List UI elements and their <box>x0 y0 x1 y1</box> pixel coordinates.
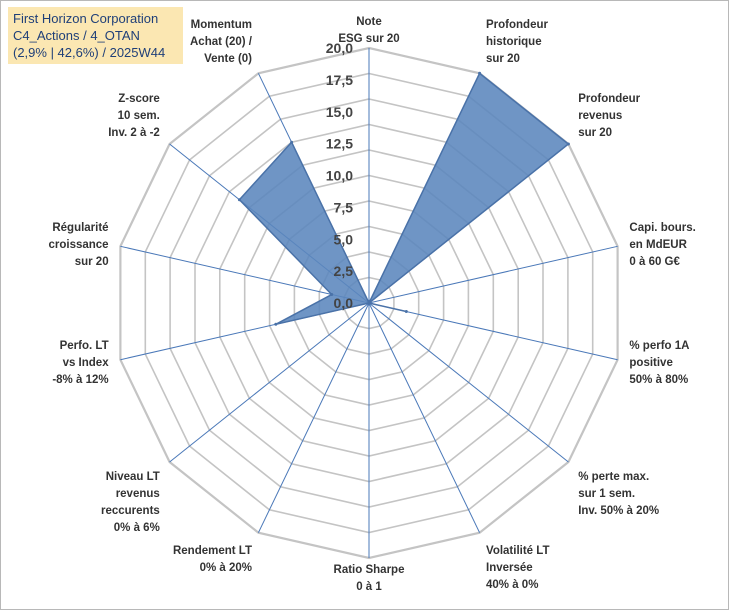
axis-label-line: vs Index <box>63 357 110 369</box>
axis-label-line: % perfo 1A <box>629 340 689 352</box>
axis-label-line: sur 20 <box>75 256 109 268</box>
data-point-14 <box>290 140 294 144</box>
axis-label-10: Niveau LT revenus reccurents 0% à 6% <box>101 471 160 534</box>
spoke-9 <box>257 302 370 533</box>
axis-label-7: Volatilité LT Inversée 40% à 0% <box>486 545 549 591</box>
axis-label-line: reccurents <box>101 505 160 517</box>
axis-label-line: Profondeur <box>486 19 548 31</box>
axis-label-9: Rendement LT 0% à 20% <box>173 545 252 574</box>
spoke-5 <box>368 302 618 361</box>
axis-label-line: Achat (20) / <box>190 36 253 48</box>
data-point-3 <box>566 142 570 146</box>
axis-label-line: % perte max. <box>578 471 649 483</box>
axis-label-5: % perfo 1A positive 50% à 80% <box>629 340 689 386</box>
radar-axis-labels: Note ESG sur 20 Profondeur historique sur 20… <box>48 16 695 593</box>
axis-label-line: 0% à 6% <box>114 522 160 534</box>
data-point-10 <box>367 301 371 305</box>
axis-label-line: Inv. 50% à 20% <box>578 505 659 517</box>
axis-label-line: sur 20 <box>486 53 520 65</box>
axis-label-8: Ratio Sharpe 0 à 1 <box>334 564 405 593</box>
axis-label-line: ESG sur 20 <box>338 33 399 45</box>
tick-label-2: 5,0 <box>334 231 354 247</box>
axis-label-13: Z-score 10 sem. Inv. 2 à -2 <box>108 93 160 139</box>
chart-title-box: First Horizon Corporation C4_Actions / 4… <box>8 7 183 64</box>
axis-label-line: Inversée <box>486 562 533 574</box>
data-point-5 <box>404 310 408 313</box>
spoke-12 <box>120 245 370 304</box>
axis-label-line: croissance <box>48 239 108 251</box>
axis-label-2: Profondeur historique sur 20 <box>486 19 548 65</box>
axis-label-line: 0 à 60 G€ <box>629 256 680 268</box>
tick-label-4: 10,0 <box>326 168 353 184</box>
axis-label-line: Capi. bours. <box>629 222 695 234</box>
axis-label-line: Perfo. LT <box>60 340 109 352</box>
axis-label-14: Momentum Achat (20) / Vente (0) <box>190 19 253 65</box>
axis-label-line: Volatilité LT <box>486 545 549 557</box>
data-point-11 <box>274 322 278 326</box>
tick-label-8: 20,0 <box>326 40 353 56</box>
axis-label-line: Profondeur <box>578 93 640 105</box>
axis-label-line: Ratio Sharpe <box>334 564 405 576</box>
spoke-6 <box>368 302 569 463</box>
axis-label-line: Momentum <box>191 19 252 31</box>
radar-series <box>237 71 570 326</box>
data-point-12 <box>330 293 334 296</box>
axis-label-line: Régularité <box>52 222 108 234</box>
tick-label-3: 7,5 <box>334 199 354 215</box>
spoke-7 <box>368 302 481 533</box>
axis-label-3: Profondeur revenus sur 20 <box>578 93 640 139</box>
axis-label-line: positive <box>629 357 672 369</box>
axis-label-line: Vente (0) <box>204 53 252 65</box>
axis-label-line: -8% à 12% <box>52 374 108 386</box>
axis-label-line: sur 20 <box>578 127 612 139</box>
axis-label-line: revenus <box>116 488 160 500</box>
axis-label-line: historique <box>486 36 542 48</box>
axis-label-line: 0 à 1 <box>356 581 382 593</box>
axis-label-line: 40% à 0% <box>486 579 538 591</box>
axis-label-4: Capi. bours. en MdEUR 0 à 60 G€ <box>629 222 695 268</box>
axis-label-line: Rendement LT <box>173 545 252 557</box>
axis-label-line: sur 1 sem. <box>578 488 635 500</box>
axis-label-line: Niveau LT <box>106 471 160 483</box>
axis-label-6: % perte max. sur 1 sem. Inv. 50% à 20% <box>578 471 659 517</box>
tick-label-0: 0,0 <box>334 295 354 311</box>
portfolio-category: C4_Actions / 4_OTAN <box>13 28 140 43</box>
tick-label-6: 15,0 <box>326 104 353 120</box>
performance-week: (2,9% | 42,6%) / 2025W44 <box>13 45 166 60</box>
tick-label-1: 2,5 <box>334 263 354 279</box>
data-point-2 <box>478 71 482 75</box>
tick-label-7: 17,5 <box>326 72 353 88</box>
company-name: First Horizon Corporation <box>13 11 159 26</box>
axis-label-line: 10 sem. <box>118 110 160 122</box>
axis-label-line: Note <box>356 16 382 28</box>
axis-label-line: en MdEUR <box>629 239 687 251</box>
series-area <box>238 72 570 326</box>
axis-label-11: Perfo. LT vs Index -8% à 12% <box>52 340 109 386</box>
spoke-4 <box>368 245 618 304</box>
tick-label-5: 12,5 <box>326 136 353 152</box>
axis-label-line: revenus <box>578 110 622 122</box>
spoke-10 <box>169 302 370 463</box>
axis-label-line: Inv. 2 à -2 <box>108 127 160 139</box>
axis-label-1: Note ESG sur 20 <box>338 16 399 45</box>
axis-label-12: Régularité croissance sur 20 <box>48 222 108 268</box>
radar-tick-labels: 0,0 2,5 5,0 7,5 10,0 12,5 15,0 17,5 20,0 <box>326 40 353 311</box>
axis-label-line: Z-score <box>118 93 160 105</box>
axis-label-line: 0% à 20% <box>200 562 252 574</box>
axis-label-line: 50% à 80% <box>629 374 688 386</box>
data-point-13 <box>237 198 241 202</box>
